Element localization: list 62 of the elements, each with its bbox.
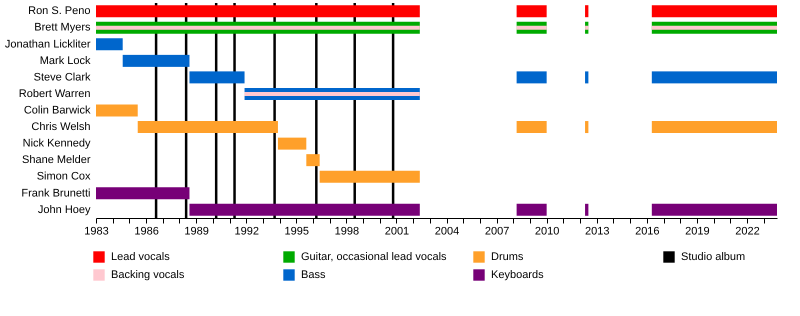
bar	[189, 71, 245, 84]
bar	[585, 5, 588, 18]
bar	[652, 121, 777, 134]
bar	[585, 26, 588, 30]
x-tick-label: 1983	[84, 226, 109, 238]
legend-label: Studio album	[681, 251, 746, 263]
y-tick-label: Frank Brunetti	[21, 187, 90, 200]
y-tick-label: Steve Clark	[34, 71, 91, 84]
bar	[96, 38, 123, 50]
bar	[516, 26, 547, 30]
y-tick-label: Jonathan Lickliter	[4, 38, 91, 50]
bar	[585, 121, 588, 134]
bar	[96, 5, 420, 18]
y-tick-label: Colin Barwick	[24, 104, 91, 116]
y-tick-label: Ron S. Peno	[28, 5, 90, 18]
y-tick-label: Chris Welsh	[31, 121, 90, 134]
x-tick-label: 2016	[635, 226, 660, 238]
x-tick-label: 1989	[184, 226, 209, 238]
bar	[122, 54, 190, 67]
y-tick-label: Robert Warren	[18, 88, 90, 100]
bar	[516, 204, 547, 216]
y-tick-label: Simon Cox	[36, 170, 91, 183]
bar	[96, 187, 190, 200]
x-tick-label: 2004	[434, 226, 460, 238]
legend-label: Guitar, occasional lead vocals	[301, 251, 448, 263]
bar	[652, 204, 777, 216]
legend-label: Lead vocals	[111, 251, 170, 263]
y-tick-label: Brett Myers	[34, 22, 91, 34]
bar	[96, 26, 420, 30]
x-tick-label: 2013	[584, 226, 610, 238]
y-tick-label: John Hoey	[38, 204, 91, 216]
bar	[652, 5, 777, 18]
bar	[138, 121, 278, 134]
bar	[652, 26, 777, 30]
x-tick-label: 1995	[284, 226, 310, 238]
legend-label: Bass	[301, 269, 326, 281]
y-tick-label: Nick Kennedy	[22, 138, 91, 150]
legend-label: Keyboards	[491, 269, 544, 281]
bar	[516, 5, 547, 18]
bar	[652, 71, 777, 84]
bar	[320, 170, 420, 183]
x-tick-label: 2007	[484, 226, 510, 238]
bar	[278, 138, 306, 150]
y-tick-label: Shane Melder	[22, 154, 91, 166]
bar	[585, 71, 588, 84]
x-tick-label: 1998	[334, 226, 360, 238]
x-tick-label: 2022	[735, 226, 760, 238]
x-tick-label: 2001	[384, 226, 410, 238]
x-tick-label: 1992	[234, 226, 259, 238]
legend-label: Drums	[491, 251, 524, 263]
bar	[306, 154, 320, 166]
x-tick-label: 2010	[534, 226, 560, 238]
bar	[516, 71, 547, 84]
bar	[189, 204, 420, 216]
x-tick-label: 2019	[685, 226, 710, 238]
legend-label: Backing vocals	[111, 269, 185, 281]
y-tick-label: Mark Lock	[40, 54, 91, 67]
x-tick-label: 1986	[134, 226, 159, 238]
bar	[96, 104, 138, 116]
bar	[244, 92, 420, 96]
bar	[585, 204, 588, 216]
bar	[516, 121, 547, 134]
